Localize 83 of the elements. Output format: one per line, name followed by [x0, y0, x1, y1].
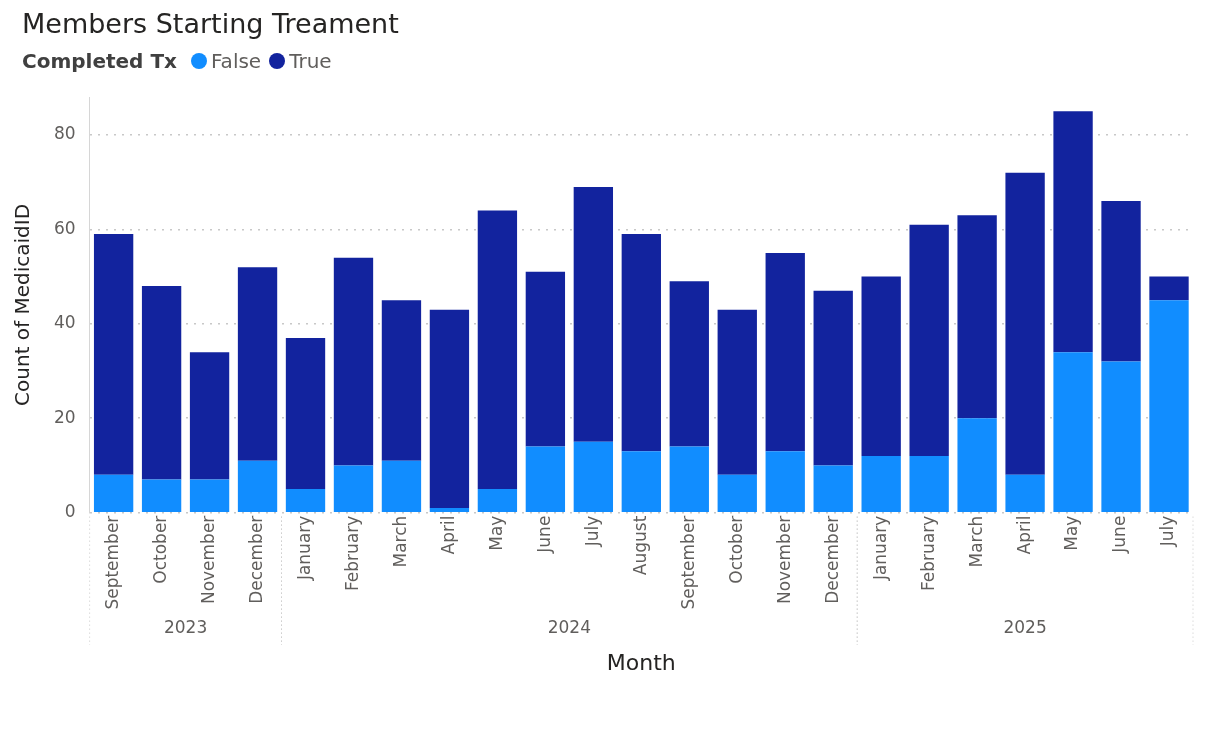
bar [429, 309, 470, 508]
y-tick-label: 80 [53, 123, 76, 144]
bar [477, 210, 518, 490]
bar [669, 446, 709, 512]
bar [189, 479, 230, 512]
bar [525, 271, 566, 447]
bar [573, 441, 614, 512]
bar [1101, 361, 1141, 512]
x-tick-label: October [150, 515, 171, 584]
bar [237, 267, 278, 461]
bar [525, 446, 566, 512]
bar [141, 286, 182, 480]
x-tick-label: February [341, 515, 362, 591]
bar [93, 474, 134, 512]
x-tick-label: December [821, 515, 842, 604]
bar [957, 418, 997, 512]
x-tick-label: June [533, 515, 554, 554]
bar [573, 186, 614, 442]
x-tick-label: March [389, 515, 410, 568]
bar [381, 460, 422, 512]
bar [189, 352, 230, 480]
bar [285, 489, 326, 512]
legend-title: Completed Tx [22, 49, 177, 73]
bar [1149, 276, 1189, 301]
bar [813, 290, 853, 466]
bar [909, 455, 949, 512]
bar [1149, 300, 1189, 512]
legend-label: False [209, 49, 262, 73]
x-tick-label: February [917, 515, 938, 591]
bar [429, 507, 470, 512]
bar [1053, 111, 1093, 353]
x-axis-title: Month [606, 649, 676, 675]
bar [957, 215, 997, 419]
bar [717, 474, 757, 512]
y-axis-title: Count of MedicaidID [10, 203, 35, 406]
text: 2025 [1003, 617, 1047, 638]
bar [669, 281, 709, 447]
y-tick-label: 0 [64, 501, 76, 522]
bar [477, 489, 518, 512]
x-tick-label: January [293, 515, 314, 582]
y-tick-label: 60 [53, 217, 76, 238]
bar [237, 460, 278, 512]
legend-label: True [288, 49, 332, 73]
bar [1005, 474, 1045, 512]
bar [1101, 201, 1141, 362]
bar [333, 465, 374, 512]
x-tick-label: September [677, 515, 698, 610]
bar [93, 234, 134, 475]
x-tick-label: April [1013, 515, 1034, 555]
y-tick-label: 20 [53, 406, 76, 427]
x-tick-label: May [1061, 515, 1082, 551]
bar [861, 455, 901, 512]
bar [1005, 172, 1045, 475]
x-tick-label: November [773, 515, 794, 605]
bar [333, 257, 374, 466]
x-tick-label: November [197, 515, 218, 605]
bar [1053, 352, 1093, 512]
x-tick-label: May [485, 515, 506, 551]
x-tick-label: August [629, 515, 650, 576]
bar [813, 465, 853, 512]
x-tick-label: July [581, 515, 602, 548]
bar [141, 479, 182, 512]
bar [381, 300, 422, 461]
x-tick-label: September [102, 515, 123, 610]
x-tick-label: July [1157, 515, 1178, 548]
x-tick-label: June [1109, 515, 1130, 554]
bar [717, 309, 757, 475]
x-tick-label: April [437, 515, 458, 555]
bar [765, 451, 805, 512]
bar [285, 337, 326, 490]
bar [765, 252, 805, 452]
text: 2024 [547, 617, 591, 638]
x-tick-label: December [245, 515, 266, 604]
chart-title: Members Starting Treament [22, 8, 400, 39]
x-tick-label: March [965, 515, 986, 568]
bar [909, 224, 949, 456]
x-tick-label: January [869, 515, 890, 582]
y-tick-label: 40 [53, 312, 76, 333]
x-tick-label: October [725, 515, 746, 584]
bar [621, 234, 661, 452]
text: 2023 [163, 617, 208, 638]
bar [861, 276, 901, 456]
bar [621, 451, 661, 512]
